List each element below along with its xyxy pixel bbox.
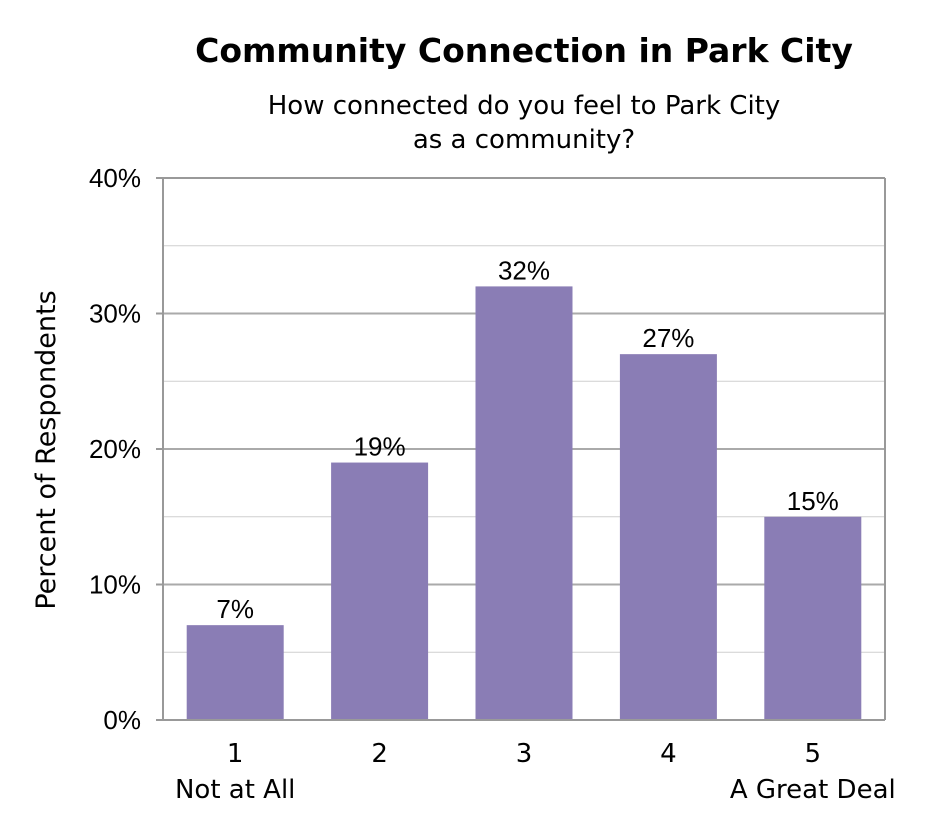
data-label-3: 32%: [498, 255, 550, 285]
chart-title: Community Connection in Park City: [195, 31, 853, 70]
y-tick-label: 0%: [103, 705, 141, 735]
x-category-label-5: 5: [805, 739, 822, 769]
chart-subtitle-line-2: as a community?: [413, 125, 635, 155]
data-label-4: 27%: [642, 323, 694, 353]
data-label-2: 19%: [354, 432, 406, 462]
y-tick-label: 40%: [89, 163, 141, 193]
data-label-5: 15%: [787, 486, 839, 516]
x-category-label-2: 2: [371, 739, 388, 769]
x-category-label-3: 3: [516, 739, 533, 769]
bar-2: [331, 462, 429, 720]
y-tick-labels: 0% 10% 20% 30% 40%: [89, 163, 163, 735]
x-category-sublabel-5: A Great Deal: [730, 775, 896, 805]
chart-subtitle-line-1: How connected do you feel to Park City: [268, 91, 781, 121]
y-tick-label: 10%: [89, 570, 141, 600]
bar-5: [764, 516, 862, 720]
x-category-label-1: 1: [227, 739, 244, 769]
y-tick-label: 20%: [89, 434, 141, 464]
x-category-labels: 1 Not at All 2 3 4 5 A Great Deal: [175, 739, 896, 805]
y-tick-label: 30%: [89, 299, 141, 329]
bars: [186, 286, 862, 720]
bar-4: [619, 354, 717, 720]
data-labels: 7% 19% 32% 27% 15%: [216, 255, 838, 624]
bar-1: [186, 625, 284, 720]
y-axis-label: Percent of Respondents: [31, 290, 62, 609]
x-category-label-4: 4: [660, 739, 677, 769]
x-category-sublabel-1: Not at All: [175, 775, 295, 805]
data-label-1: 7%: [216, 594, 254, 624]
bar-3: [475, 286, 573, 720]
